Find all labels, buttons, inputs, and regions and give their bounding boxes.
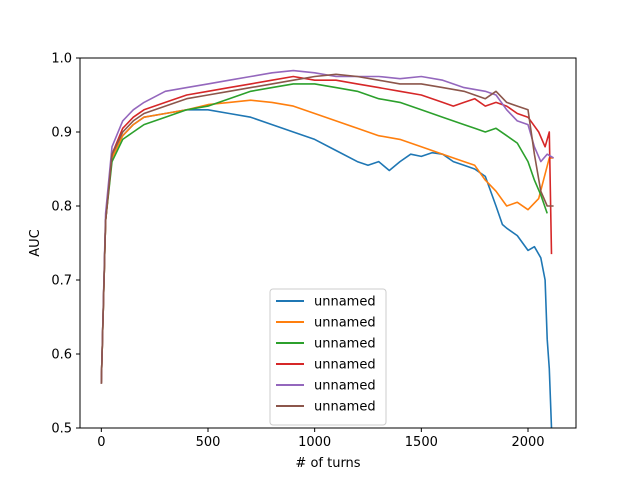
legend: unnamed unnamed unnamed unnamed unnamed unnam… [269, 288, 387, 426]
y-tick-label-0: 0.5 [51, 422, 72, 437]
series-line-3 [100, 83, 548, 384]
x-tick-label-1: 500 [196, 435, 221, 450]
x-tick-label-3: 1500 [405, 435, 438, 450]
series-line-4 [100, 75, 553, 384]
series-line-5 [100, 69, 555, 384]
x-tick-label-0: 0 [97, 435, 105, 450]
legend-label-3: unnamed [314, 337, 376, 352]
series-line-2 [100, 99, 554, 384]
series-line-6 [100, 73, 554, 384]
y-axis: 0.5 0.6 0.7 0.8 0.9 1.0 [51, 52, 80, 437]
y-tick-label-1: 0.6 [51, 348, 72, 363]
x-tick-label-2: 1000 [298, 435, 331, 450]
y-axis-label: AUC [28, 229, 43, 257]
y-tick-label-4: 0.9 [51, 126, 72, 141]
plot-frame [79, 57, 577, 429]
x-axis-label: # of turns [295, 456, 360, 471]
y-tick-label-5: 1.0 [51, 52, 72, 67]
x-axis: 0 500 1000 1500 2000 [97, 428, 545, 450]
series-layer [100, 69, 555, 428]
y-tick-label-2: 0.7 [51, 274, 72, 289]
x-tick-label-4: 2000 [511, 435, 544, 450]
legend-label-5: unnamed [314, 379, 376, 394]
legend-label-1: unnamed [314, 295, 376, 310]
legend-label-6: unnamed [314, 400, 376, 415]
legend-label-2: unnamed [314, 316, 376, 331]
legend-label-4: unnamed [314, 358, 376, 373]
y-tick-label-3: 0.8 [51, 200, 72, 215]
